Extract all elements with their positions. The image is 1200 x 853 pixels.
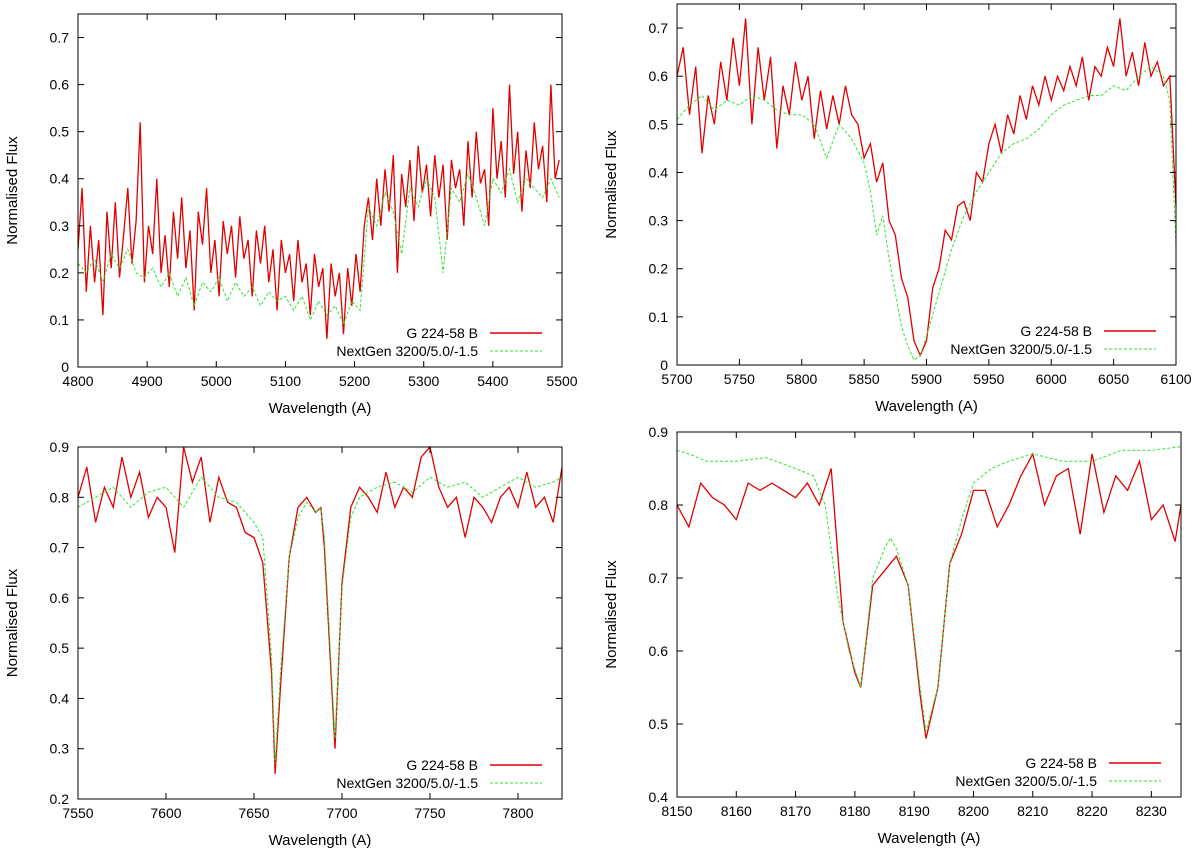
x-tick-label: 5850 [849,371,880,387]
y-tick-label: 0.7 [649,570,669,586]
x-tick-label: 8220 [1076,803,1107,819]
legend-label-observed: G 224-58 B [1025,755,1097,771]
legend-label-model: NextGen 3200/5.0/-1.5 [336,775,478,791]
x-axis-label: Wavelength (A) [875,398,978,415]
y-tick-label: 0.9 [649,424,669,440]
x-tick-label: 5750 [724,371,755,387]
model-spectrum-line [77,476,563,764]
chart-panel-bottom-left: 7550 7600 7650 7700 7750 7800 0.2 0.3 0.4 0.5 0.6 0… [4,439,563,849]
x-tick-label: 7600 [150,805,181,821]
x-tick-label: 7550 [62,805,93,821]
observed-spectrum-line [676,452,1182,739]
y-tick-label: 0.5 [50,640,70,656]
legend-label-model: NextGen 3200/5.0/-1.5 [336,343,478,359]
x-tick-label: 5100 [270,373,301,389]
x-tick-label: 6050 [1098,371,1129,387]
y-tick-label: 0.6 [649,643,669,659]
chart-panel-top-right: 5700 5750 5800 5850 5900 5950 6000 6050 6100 0 0.1… [603,3,1192,415]
y-tick-label: 0.6 [50,77,70,93]
y-tick-label: 0.9 [50,439,70,455]
x-tick-label: 8170 [780,803,811,819]
y-tick-label: 0.6 [50,590,70,606]
y-tick-label: 0.4 [50,171,70,187]
y-tick-label: 0.4 [649,789,669,805]
y-tick-label: 0.3 [50,741,70,757]
model-spectrum-line [77,167,560,326]
plot-frame [77,446,563,800]
y-tick-label: 0.2 [649,261,669,277]
y-tick-label: 0.2 [50,265,70,281]
y-tick-label: 0.8 [649,497,669,513]
x-tick-label: 5200 [339,373,370,389]
y-axis-label: Normalised Flux [603,130,620,239]
x-tick-label: 5400 [477,373,508,389]
x-tick-label: 5500 [546,373,577,389]
observed-spectrum-line [77,445,563,774]
x-tick-label: 7700 [326,805,357,821]
y-tick-label: 0.3 [649,213,669,229]
model-spectrum-line [676,446,1182,732]
x-tick-label: 8210 [1017,803,1048,819]
chart-panel-top-left: 4800 4900 5000 5100 5200 5300 5400 5500 0 0.1 0.2 0… [4,13,578,417]
x-axis-label: Wavelength (A) [269,400,372,417]
x-tick-label: 7750 [414,805,445,821]
y-tick-label: 0.3 [50,218,70,234]
y-tick-label: 0.8 [50,489,70,505]
y-tick-label: 0.5 [50,124,70,140]
plot-frame [676,431,1182,798]
x-tick-label: 8180 [839,803,870,819]
x-tick-label: 7800 [502,805,533,821]
x-tick-label: 5800 [786,371,817,387]
x-tick-label: 5300 [408,373,439,389]
y-tick-label: 0.5 [649,116,669,132]
x-tick-label: 4900 [132,373,163,389]
y-tick-label: 0.1 [649,309,669,325]
x-tick-label: 5900 [911,371,942,387]
chart-panel-bottom-right: 8150 8160 8170 8180 8190 8200 8210 8220 8230 0.4 0… [603,424,1182,847]
x-tick-label: 7650 [238,805,269,821]
y-axis-label: Normalised Flux [4,568,21,677]
x-tick-label: 8230 [1136,803,1167,819]
legend-label-observed: G 224-58 B [406,325,478,341]
y-tick-label: 0.7 [50,540,70,556]
y-axis-label: Normalised Flux [603,560,620,669]
y-tick-label: 0.1 [50,312,70,328]
legend-label-observed: G 224-58 B [1020,323,1092,339]
legend-label-observed: G 224-58 B [406,757,478,773]
y-tick-label: 0 [61,359,69,375]
y-axis-label: Normalised Flux [4,136,21,245]
model-spectrum-line [676,65,1177,361]
x-axis-label: Wavelength (A) [269,832,372,849]
legend-label-model: NextGen 3200/5.0/-1.5 [955,773,1097,789]
y-tick-label: 0 [660,357,668,373]
x-tick-label: 5700 [661,371,692,387]
x-tick-label: 5950 [973,371,1004,387]
legend-label-model: NextGen 3200/5.0/-1.5 [950,341,1092,357]
y-tick-label: 0.4 [50,690,70,706]
x-tick-label: 6000 [1036,371,1067,387]
x-tick-label: 8160 [721,803,752,819]
y-tick-label: 0.7 [50,30,70,46]
y-tick-label: 0.7 [649,20,669,36]
x-axis-label: Wavelength (A) [878,830,981,847]
y-tick-label: 0.6 [649,68,669,84]
observed-spectrum-line [676,18,1177,358]
x-tick-label: 8200 [958,803,989,819]
x-tick-label: 5000 [201,373,232,389]
x-tick-label: 6100 [1160,371,1191,387]
y-tick-label: 0.4 [649,164,669,180]
plot-frame [77,13,563,368]
y-tick-label: 0.2 [50,791,70,807]
x-tick-label: 4800 [62,373,93,389]
y-tick-label: 0.5 [649,716,669,732]
observed-spectrum-line [77,84,560,339]
plot-frame [676,3,1177,366]
x-tick-label: 8190 [899,803,930,819]
x-tick-label: 8150 [661,803,692,819]
